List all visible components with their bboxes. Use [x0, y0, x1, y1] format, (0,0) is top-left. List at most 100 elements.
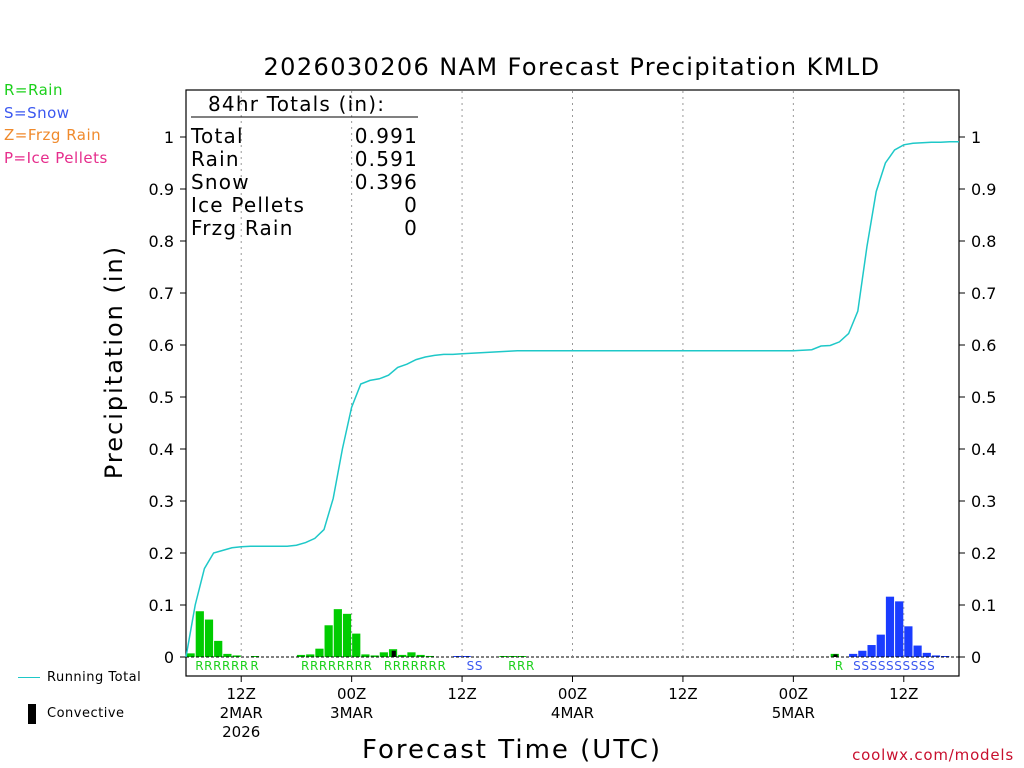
- y-tick-label-left: 0.3: [149, 492, 174, 511]
- y-tick-label-right: 0.9: [971, 180, 996, 199]
- x-tick-label: 3MAR: [330, 704, 373, 722]
- totals-header: 84hr Totals (in):: [208, 92, 385, 116]
- convective-bar: [391, 650, 396, 657]
- totals-total-value: 0.991: [355, 124, 418, 148]
- x-tick-label: 2026: [222, 723, 260, 741]
- rain-bar: [223, 653, 232, 657]
- y-tick-label-right: 0.3: [971, 492, 996, 511]
- running-total-line: [185, 140, 959, 658]
- rain-bar: [306, 654, 315, 657]
- rain-bar: [425, 655, 434, 657]
- rain-ptype-strip: RRRRRR: [195, 659, 249, 673]
- rain-bar: [352, 633, 361, 657]
- plot-frame: [185, 89, 960, 677]
- y-tick-label-left: 0.8: [149, 232, 174, 251]
- rain-ptype-strip: RRR: [508, 659, 535, 673]
- y-tick-label-left: 0: [164, 648, 174, 667]
- x-tick-label: 12Z: [668, 685, 697, 703]
- y-tick-label-left: 0.5: [149, 388, 174, 407]
- x-tick-label: 5MAR: [772, 704, 815, 722]
- totals-box: 84hr Totals (in): Total 0.991 Rain 0.591…: [190, 92, 418, 240]
- y-tick-label-right: 0.2: [971, 544, 996, 563]
- rain-bar: [296, 654, 306, 657]
- y-tick-label-left: 0.1: [149, 596, 174, 615]
- y-tick-label-right: 0.5: [971, 388, 996, 407]
- totals-rain-value: 0.591: [355, 147, 418, 171]
- legend-snow-label: S=Snow: [4, 104, 70, 122]
- totals-ice-pellets-value: 0: [404, 193, 418, 217]
- x-tick-label: 12Z: [447, 685, 476, 703]
- snow-bar: [858, 650, 867, 657]
- rain-bar: [379, 652, 388, 657]
- rain-ptype-strip: R: [835, 659, 844, 673]
- x-axis-label: Forecast Time (UTC): [362, 735, 662, 765]
- y-tick-label-left: 0.4: [149, 440, 174, 459]
- snow-ptype-strip: SSSSSSSSSS: [853, 659, 935, 673]
- snow-bar: [904, 626, 913, 657]
- totals-frzg-rain-label: Frzg Rain: [191, 216, 294, 240]
- snow-bar: [885, 596, 895, 657]
- legend-ice-pellets-label: P=Ice Pellets: [4, 149, 108, 167]
- rain-bar: [195, 611, 204, 657]
- rain-bar: [324, 625, 333, 657]
- x-tick-label: 00Z: [779, 685, 808, 703]
- y-tick-label-right: 0.8: [971, 232, 996, 251]
- rain-bar: [342, 613, 352, 657]
- totals-snow-label: Snow: [191, 170, 250, 194]
- totals-ice-pellets-label: Ice Pellets: [191, 193, 305, 217]
- y-tick-label-right: 0.7: [971, 284, 996, 303]
- snow-bar: [913, 645, 922, 657]
- x-tick-label: 12Z: [227, 685, 256, 703]
- legend-frzg-rain-label: Z=Frzg Rain: [4, 126, 102, 144]
- rain-bar: [333, 609, 342, 657]
- convective-bar: [833, 654, 838, 657]
- totals-snow-value: 0.396: [355, 170, 418, 194]
- rain-bar: [315, 648, 324, 657]
- snow-bar: [867, 645, 876, 657]
- snow-bar: [941, 656, 950, 657]
- legend-rain-label: R=Rain: [4, 81, 63, 99]
- y-tick-label-left: 1: [164, 128, 174, 147]
- snow-bar: [895, 601, 904, 657]
- x-tick-label: 00Z: [558, 685, 587, 703]
- totals-frzg-rain-value: 0: [404, 216, 418, 240]
- credit-link[interactable]: coolwx.com/models: [852, 746, 1014, 764]
- convective-legend-label: Convective: [47, 706, 125, 721]
- rain-bar: [204, 619, 214, 657]
- totals-rain-label: Rain: [191, 147, 240, 171]
- snow-bar: [931, 655, 941, 657]
- y-tick-label-left: 0.6: [149, 336, 174, 355]
- x-tick-label: 4MAR: [551, 704, 594, 722]
- snow-bar: [849, 653, 858, 657]
- y-tick-label-right: 0: [971, 648, 981, 667]
- rain-bar: [232, 655, 241, 657]
- snow-ptype-strip: SS: [467, 659, 483, 673]
- x-tick-label: 12Z: [889, 685, 918, 703]
- snow-bar: [922, 652, 931, 657]
- y-tick-label-right: 0.1: [971, 596, 996, 615]
- chart-title: 2026030206 NAM Forecast Precipitation KM…: [264, 53, 881, 81]
- y-tick-label-left: 0.2: [149, 544, 174, 563]
- convective-swatch: [28, 704, 36, 724]
- rain-bar: [370, 655, 379, 657]
- rain-bar: [416, 654, 425, 657]
- rain-ptype-strip: R: [250, 659, 259, 673]
- x-tick-label: 00Z: [337, 685, 366, 703]
- running-total-swatch: [18, 677, 40, 678]
- rain-ptype-strip: RRRRRRRR: [301, 659, 373, 673]
- y-tick-label-left: 0.7: [149, 284, 174, 303]
- y-axis-label: Precipitation (in): [100, 245, 128, 479]
- y-tick-label-right: 0.4: [971, 440, 996, 459]
- y-tick-label-left: 0.9: [149, 180, 174, 199]
- totals-total-label: Total: [190, 124, 244, 148]
- y-tick-label-right: 0.6: [971, 336, 996, 355]
- rain-bar: [250, 656, 260, 657]
- rain-bar: [407, 652, 416, 657]
- rain-bar: [361, 654, 370, 657]
- rain-bar: [214, 640, 223, 657]
- rain-bar: [398, 654, 407, 657]
- rain-ptype-strip: RRRRRRR: [384, 659, 447, 673]
- snow-bar: [876, 634, 885, 657]
